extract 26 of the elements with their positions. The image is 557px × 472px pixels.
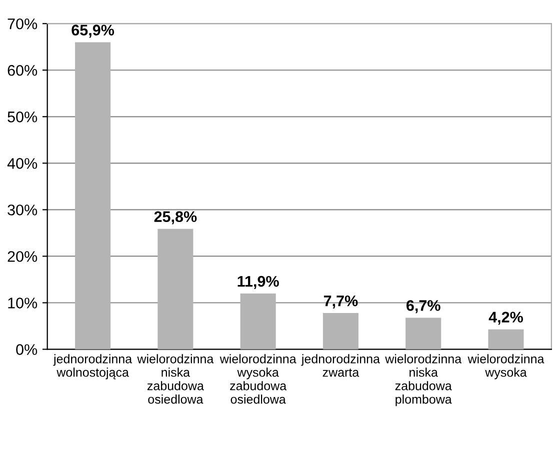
- data-label: 25,8%: [154, 211, 197, 224]
- data-label: 4,2%: [488, 312, 523, 325]
- x-tick-label: wielorodzinna niska zabudowa osiedlowa: [137, 354, 214, 404]
- x-tick-label: jednorodzinna wolnostojąca: [53, 354, 132, 380]
- data-label: 7,7%: [324, 295, 358, 308]
- y-tick-label: 0%: [16, 344, 38, 355]
- data-label: 65,9%: [72, 24, 114, 38]
- bar: [240, 293, 276, 350]
- y-tick-label: 60%: [8, 64, 38, 76]
- data-label: 6,7%: [406, 300, 440, 314]
- y-tick-label: 50%: [8, 112, 38, 122]
- x-tick-label: wielorodzinna wysoka zabudowa osiedlowa: [220, 354, 296, 404]
- y-tick-label: 70%: [8, 18, 38, 30]
- x-tick-label: wielorodzinna niska zabudowa plombowa: [385, 354, 462, 406]
- y-tick-label: 20%: [8, 251, 38, 262]
- data-label: 11,9%: [238, 276, 279, 289]
- bar: [158, 228, 194, 350]
- bar: [322, 313, 358, 350]
- y-tick-label: 30%: [8, 204, 38, 216]
- y-tick-label: 10%: [8, 298, 38, 308]
- bar: [75, 42, 111, 350]
- bar: [488, 329, 524, 350]
- y-tick-label: 40%: [7, 158, 38, 169]
- x-tick-label: wielorodzinna wysoka: [468, 354, 544, 380]
- x-tick-label: jednorodzinna zwarta: [301, 354, 380, 377]
- bar: [406, 318, 442, 350]
